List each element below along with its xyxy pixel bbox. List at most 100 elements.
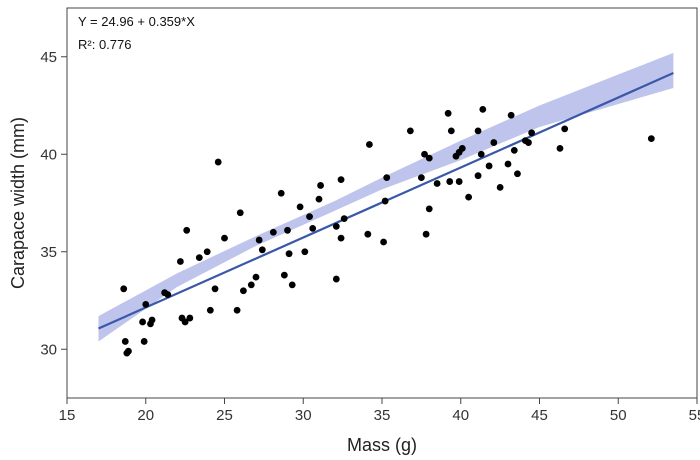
data-point <box>301 248 309 256</box>
data-point <box>164 291 172 299</box>
data-point <box>288 281 296 289</box>
data-point <box>504 160 512 168</box>
confidence-band <box>98 52 674 342</box>
data-point <box>406 127 414 135</box>
data-point <box>317 182 324 189</box>
data-point <box>422 230 430 238</box>
data-point <box>332 275 340 283</box>
data-point <box>277 189 285 197</box>
data-point <box>309 224 317 232</box>
data-point <box>269 228 277 236</box>
data-point <box>496 184 504 191</box>
data-point <box>485 162 493 170</box>
x-tick-label: 30 <box>295 407 312 424</box>
regression-equation: Y = 24.96 + 0.359*X <box>78 14 195 29</box>
y-tick-label: 40 <box>40 146 57 163</box>
data-point <box>340 215 348 223</box>
data-point <box>421 150 428 158</box>
data-point <box>258 246 266 254</box>
data-point <box>183 226 191 234</box>
data-point <box>247 281 255 289</box>
data-point <box>510 146 518 154</box>
data-point <box>556 145 564 152</box>
x-tick-label: 45 <box>531 407 548 424</box>
data-point <box>233 306 241 314</box>
data-point <box>477 150 485 158</box>
data-point <box>507 111 515 119</box>
y-axis-ticks: 30 35 40 45 <box>40 49 67 358</box>
data-points-layer <box>120 106 655 357</box>
data-point <box>306 213 313 221</box>
data-point <box>139 318 147 326</box>
x-tick-label: 25 <box>216 407 233 424</box>
data-point <box>280 271 288 279</box>
data-point <box>417 174 425 182</box>
x-tick-label: 15 <box>59 407 76 424</box>
x-tick-label: 35 <box>374 407 391 424</box>
data-point <box>474 127 482 135</box>
data-point <box>647 135 655 143</box>
x-tick-label: 40 <box>452 407 469 424</box>
y-tick-label: 45 <box>40 49 57 66</box>
data-point <box>252 273 260 281</box>
x-tick-label: 50 <box>610 407 627 424</box>
data-point <box>148 316 156 324</box>
data-point <box>447 127 455 135</box>
data-point <box>195 254 203 261</box>
data-point <box>561 125 569 133</box>
data-point <box>446 178 454 185</box>
data-point <box>528 129 536 137</box>
data-point <box>236 209 244 217</box>
data-point <box>474 172 482 180</box>
x-tick-label: 55 <box>689 407 700 424</box>
data-point <box>381 197 389 205</box>
data-point <box>214 158 222 166</box>
data-point <box>366 141 373 148</box>
data-point <box>121 338 129 345</box>
data-point <box>211 285 219 293</box>
data-point <box>465 193 473 201</box>
data-point <box>255 236 263 244</box>
data-point <box>240 287 247 295</box>
data-point <box>444 109 452 117</box>
x-axis-title: Mass (g) <box>347 435 417 455</box>
x-axis-ticks: 15 20 25 30 35 40 45 50 55 <box>59 398 700 424</box>
data-point <box>337 234 345 242</box>
r-squared-label: R²: 0.776 <box>78 37 131 52</box>
data-point <box>140 338 148 345</box>
data-point <box>221 234 228 242</box>
data-point <box>315 195 323 203</box>
y-axis-title: Carapace width (mm) <box>8 117 28 289</box>
data-point <box>284 226 291 234</box>
y-tick-label: 30 <box>40 341 57 358</box>
data-point <box>380 238 387 246</box>
data-point <box>514 170 521 178</box>
data-point <box>455 178 463 185</box>
data-point <box>285 250 293 258</box>
x-tick-label: 20 <box>137 407 154 424</box>
data-point <box>425 154 433 162</box>
data-point <box>425 205 433 213</box>
data-point <box>142 301 150 308</box>
data-point <box>525 139 532 146</box>
data-point <box>458 145 466 152</box>
data-point <box>186 314 194 322</box>
data-point <box>490 139 498 146</box>
data-point <box>296 203 304 211</box>
data-point <box>433 180 441 187</box>
data-point <box>203 248 211 256</box>
data-point <box>337 176 345 184</box>
data-point <box>383 174 391 182</box>
data-point <box>206 306 214 314</box>
y-tick-label: 35 <box>40 244 57 261</box>
data-point <box>479 106 487 113</box>
data-point <box>120 285 128 293</box>
data-point <box>177 258 184 265</box>
data-point <box>125 347 132 355</box>
confidence-band-layer <box>98 52 674 342</box>
data-point <box>364 230 372 238</box>
data-point <box>181 318 189 326</box>
data-point <box>332 223 340 230</box>
